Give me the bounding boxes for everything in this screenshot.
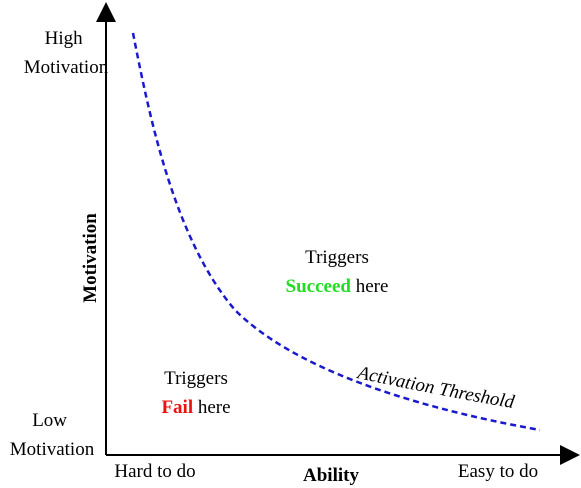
x-axis <box>106 445 580 465</box>
y-top-label: High Motivation <box>24 28 109 78</box>
succeed-region-text: Triggers Succeed here <box>286 247 389 297</box>
succeed-region-line2: Succeed here <box>286 276 389 297</box>
x-axis-arrow-icon <box>560 445 580 465</box>
fail-region-text: Triggers Fail here <box>161 368 230 418</box>
fail-region-line2: Fail here <box>161 397 230 418</box>
y-axis-title: Motivation <box>80 213 101 303</box>
succeed-word: Succeed <box>286 276 352 297</box>
x-right-label: Easy to do <box>458 461 538 482</box>
fail-region-line1: Triggers <box>164 368 228 389</box>
y-axis <box>96 2 116 455</box>
y-bottom-label: Low Motivation <box>10 410 95 460</box>
succeed-region-line1: Triggers <box>305 247 369 268</box>
succeed-rest: here <box>351 276 388 297</box>
y-axis-arrow-icon <box>96 2 116 22</box>
activation-threshold-label: Activation Threshold <box>354 362 516 413</box>
fail-word: Fail <box>161 397 193 418</box>
x-left-label: Hard to do <box>114 461 195 482</box>
fail-rest: here <box>193 397 230 418</box>
activation-threshold-curve <box>131 32 541 432</box>
x-axis-title: Ability <box>303 465 359 486</box>
